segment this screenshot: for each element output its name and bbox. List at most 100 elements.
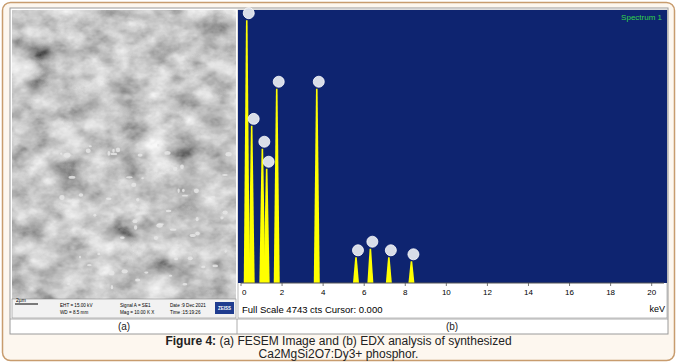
logo-box: [215, 302, 234, 314]
sem-particle: [154, 236, 158, 240]
sem-particle: [157, 144, 159, 147]
page: 2µmEHT = 15.00 kVWD = 8.5 mmSignal A = S…: [0, 0, 677, 363]
x-tick: [405, 283, 406, 286]
peak-marker: [352, 245, 363, 256]
peaks: [244, 20, 415, 283]
sem-particle: [138, 153, 143, 156]
sem-particle: [174, 257, 178, 260]
peak: [274, 89, 280, 283]
peak: [314, 89, 320, 283]
sem-particle: [67, 283, 70, 285]
sem-texture: [12, 10, 236, 299]
peak-marker: [385, 245, 396, 256]
sem-particle: [177, 189, 179, 193]
peak-marker: [313, 76, 324, 87]
peak: [244, 20, 250, 283]
caption-text: Ca2MgSi2O7:Dy3+ phosphor.: [259, 347, 419, 361]
sem-particle: [106, 197, 112, 200]
caption-line: Figure 4: (a) FESEM Image and (b) EDX an…: [165, 334, 511, 348]
x-tick-label: 16: [565, 288, 574, 297]
x-tick-label: 14: [524, 288, 533, 297]
x-tick: [446, 283, 447, 286]
sem-particle: [67, 200, 73, 202]
sem-particle: [173, 167, 178, 171]
sem-info: EHT = 15.00 kV: [60, 303, 93, 308]
sem-particle: [164, 151, 170, 155]
status-text: Full Scale 4743 cts Cursor: 0.000: [242, 304, 382, 315]
plot-area: [238, 10, 667, 283]
x-tick: [487, 283, 488, 286]
edx-panel: [238, 10, 667, 318]
peak-marker: [243, 8, 254, 19]
x-axis: [241, 283, 664, 284]
sem-info-bar: [12, 299, 236, 318]
sem-particle: [201, 265, 205, 268]
scale-bar: [15, 304, 38, 305]
peak: [353, 257, 359, 283]
caption-label: Figure 4:: [165, 334, 216, 348]
sem-particle: [170, 229, 177, 231]
figure-frame: [10, 8, 668, 334]
sem-particle: [69, 176, 76, 179]
caption-text: (a) FESEM Image and (b) EDX analysis of …: [216, 334, 511, 348]
sem-particle: [212, 265, 218, 268]
sem-particle: [79, 193, 84, 196]
peak: [386, 257, 392, 283]
sem-particle: [169, 275, 172, 277]
sem-particle: [86, 149, 91, 153]
sem-particle: [93, 214, 96, 217]
sem-particle: [141, 177, 144, 179]
sem-info: Date :9 Dec 2021: [170, 303, 206, 308]
sem-info: Mag = 10.00 K X: [120, 310, 154, 315]
sem-particle: [107, 151, 110, 156]
sem-particle: [166, 210, 172, 213]
sem-particle: [131, 183, 136, 187]
fesem-image: [12, 10, 236, 299]
x-tick-label: 4: [321, 288, 326, 297]
sem-particle: [134, 225, 137, 230]
sem-particle: [210, 196, 215, 199]
spectrum-title: Spectrum 1: [621, 13, 662, 22]
label-row-divider: [237, 319, 238, 334]
sem-particle: [156, 223, 163, 227]
peak: [408, 261, 414, 283]
x-tick: [610, 283, 611, 286]
x-tick: [651, 283, 652, 286]
sem-particle: [182, 283, 187, 286]
x-tick: [241, 283, 242, 286]
sem-particle: [225, 152, 231, 156]
label-row-line: [10, 319, 668, 320]
sem-particle: [112, 149, 115, 153]
x-tick: [569, 283, 570, 286]
sem-particle: [89, 145, 92, 147]
panel-label: (a): [118, 321, 130, 332]
x-tick-label: 0: [242, 288, 247, 297]
logo: ZEISS: [218, 306, 231, 311]
sem-particle: [220, 216, 223, 219]
x-tick-label: 18: [606, 288, 615, 297]
sem-particle: [109, 271, 115, 276]
peak: [264, 169, 270, 283]
peak-marker: [367, 236, 378, 247]
sem-particle: [97, 253, 100, 256]
sem-info: Signal A = SE1: [120, 303, 151, 308]
peak-marker: [263, 156, 274, 167]
x-tick-label: 8: [403, 288, 408, 297]
sem-particle: [60, 152, 62, 154]
sem-particle: [222, 211, 227, 215]
peak-marker: [408, 249, 419, 260]
sem-particle: [111, 285, 113, 289]
x-tick-label: 2: [280, 288, 285, 297]
peak-marker: [259, 136, 270, 147]
x-tick-label: 10: [442, 288, 451, 297]
x-tick-label: 20: [647, 288, 656, 297]
sem-particle: [132, 219, 137, 223]
sem-particle: [64, 153, 71, 158]
x-tick: [528, 283, 529, 286]
sem-particle: [87, 264, 92, 266]
sem-particle: [136, 198, 139, 201]
sem-particle: [188, 256, 193, 260]
panel-label: (b): [446, 321, 458, 332]
sem-particle: [144, 271, 148, 273]
sem-particle: [126, 176, 133, 178]
